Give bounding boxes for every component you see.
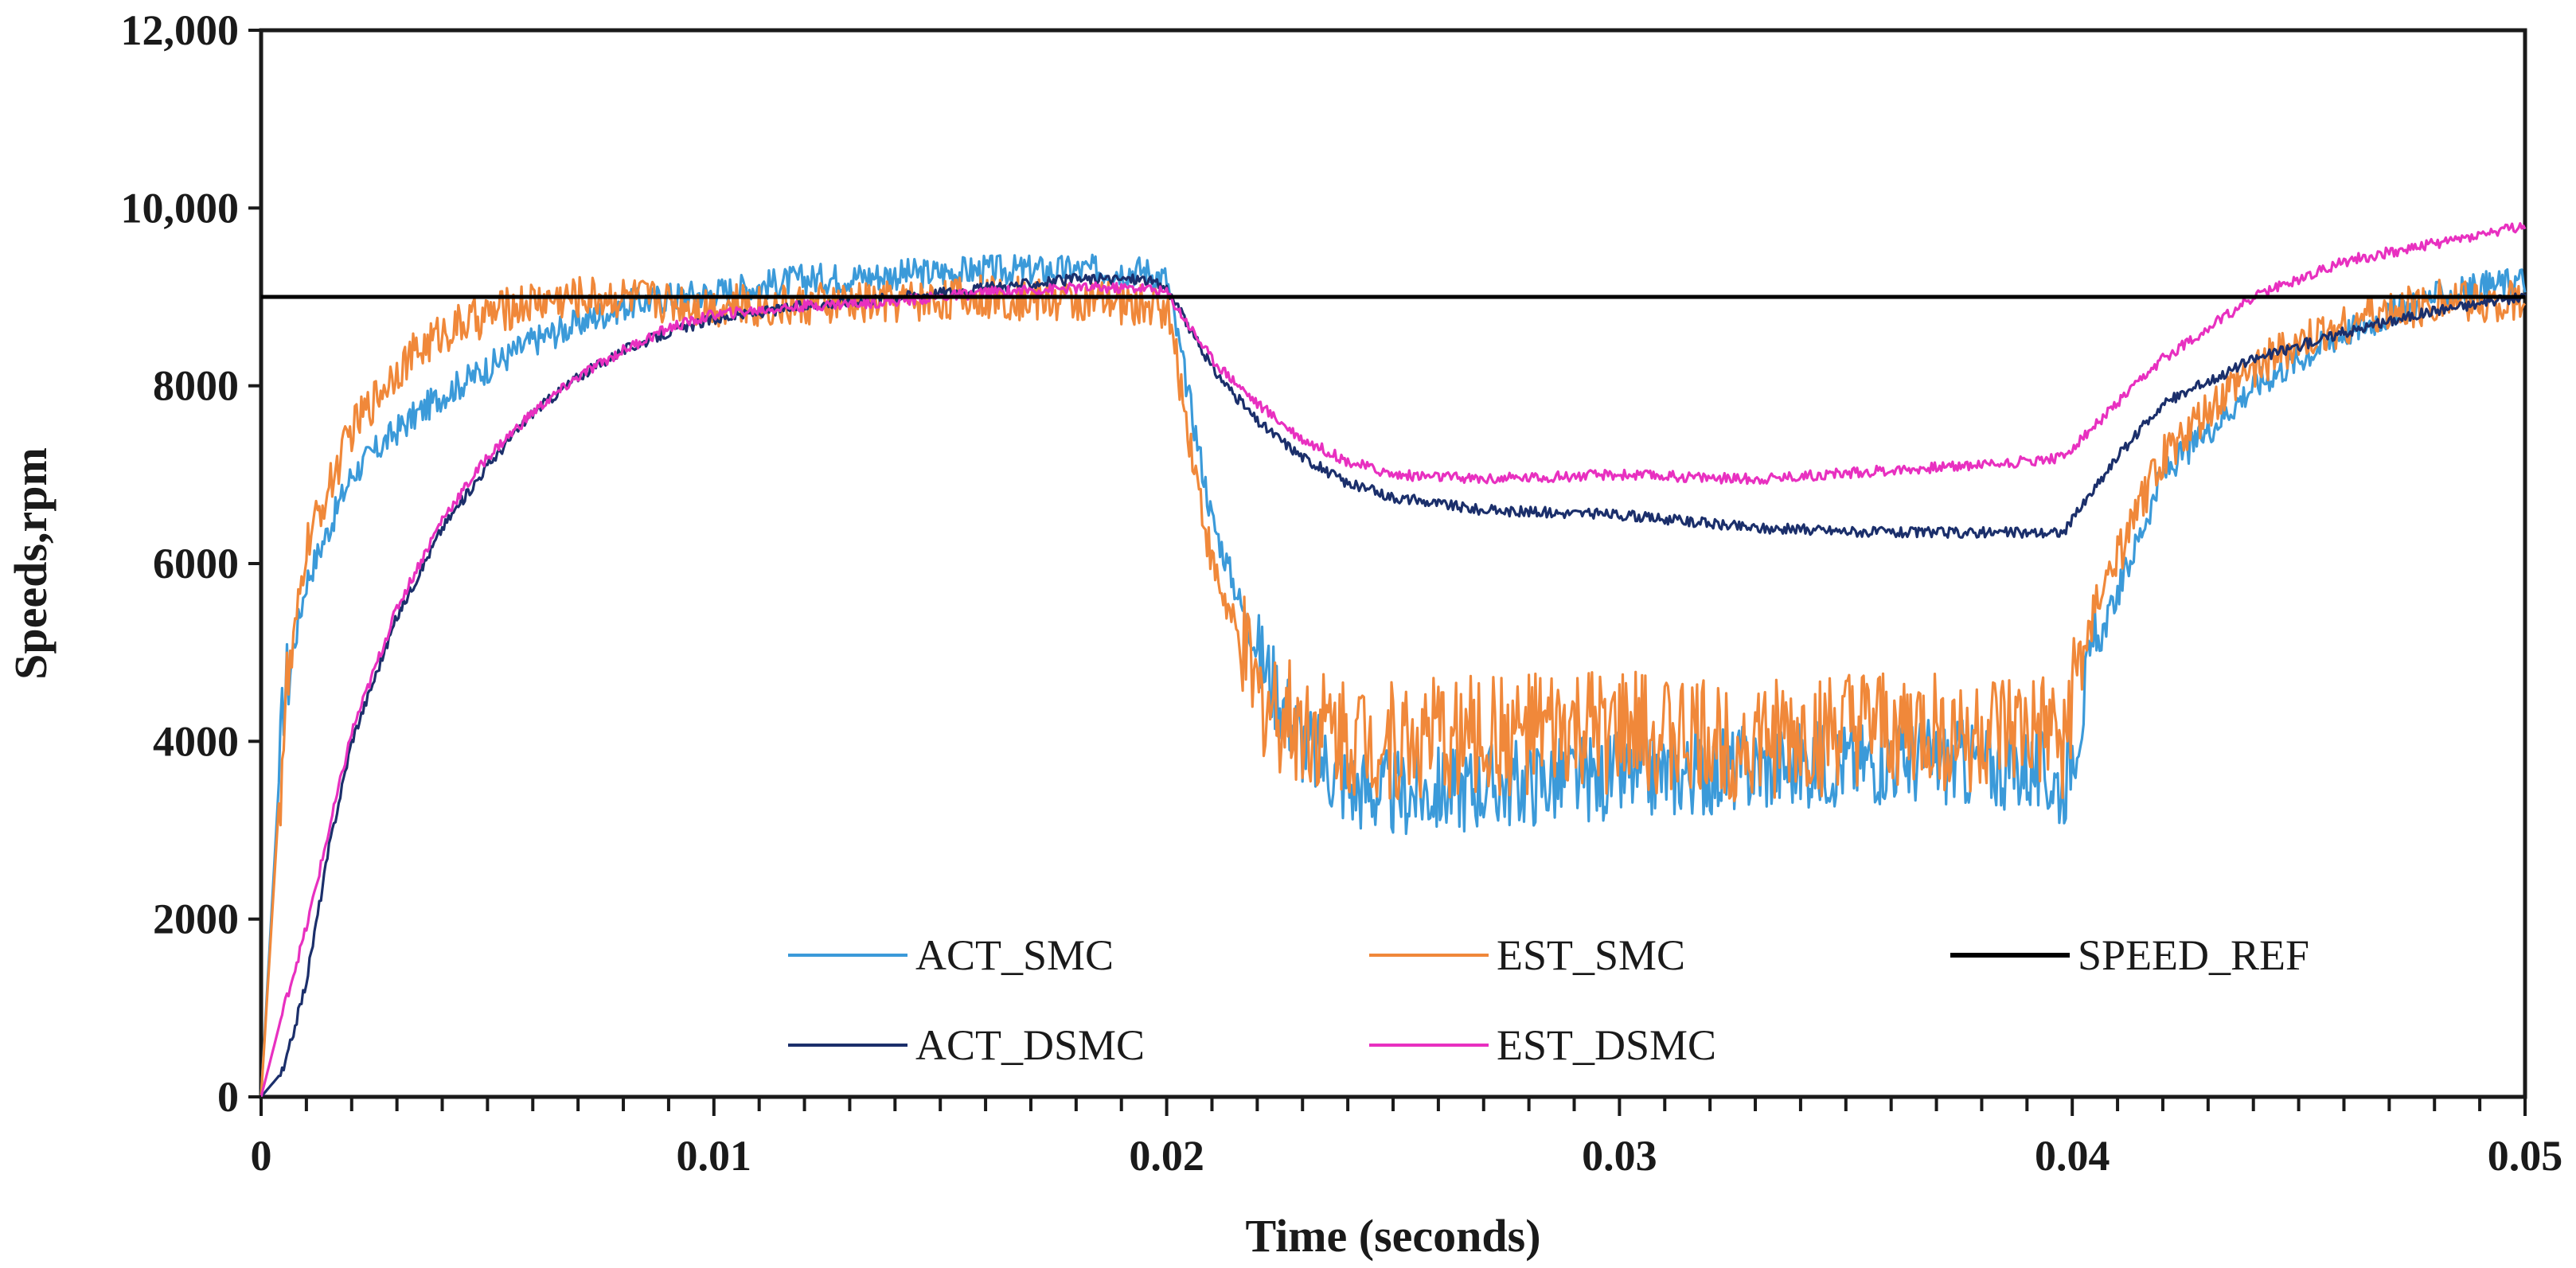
- y-axis-title: Speeds,rpm: [5, 447, 57, 680]
- y-tick-label: 0: [217, 1073, 239, 1121]
- x-axis: 0 0.01 0.02 0.03 0.04 0.05: [251, 1097, 2563, 1180]
- x-tick-label: 0.04: [2035, 1132, 2110, 1180]
- x-tick-label: 0.05: [2488, 1132, 2563, 1180]
- y-tick-label: 6000: [153, 540, 239, 587]
- series-layer: [260, 222, 2527, 1098]
- y-tick-label: 8000: [153, 362, 239, 410]
- legend-label: SPEED_REF: [2078, 931, 2309, 979]
- series-line-est-smc: [260, 274, 2527, 1098]
- x-axis-title: Time (seconds): [1245, 1210, 1540, 1262]
- x-tick-label: 0.02: [1129, 1132, 1204, 1180]
- series-line-est-dsmc: [260, 222, 2527, 1098]
- legend-label: ACT_DSMC: [915, 1021, 1145, 1069]
- y-tick-label: 4000: [153, 717, 239, 765]
- legend-label: ACT_SMC: [915, 931, 1114, 979]
- y-tick-label: 12,000: [121, 6, 240, 54]
- legend-label: EST_SMC: [1497, 931, 1685, 979]
- x-tick-label: 0: [251, 1132, 272, 1180]
- x-tick-label: 0.01: [677, 1132, 752, 1180]
- x-tick-label: 0.03: [1582, 1132, 1657, 1180]
- legend-label: EST_DSMC: [1497, 1021, 1716, 1069]
- y-tick-label: 2000: [153, 895, 239, 943]
- legend: ACT_SMC EST_SMC SPEED_REF ACT_DSMC EST_DSMC: [788, 931, 2309, 1069]
- y-axis: 0 2000 4000 6000 8000 10,000 12,000: [121, 6, 261, 1121]
- y-tick-label: 10,000: [121, 184, 240, 232]
